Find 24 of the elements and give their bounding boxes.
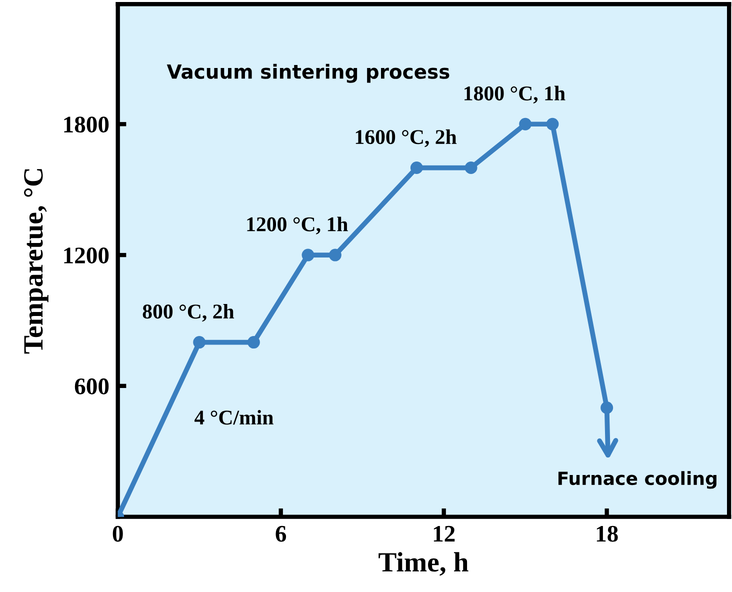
point: [193, 336, 206, 349]
text: Vacuum sintering process: [166, 64, 450, 83]
annotation: 4 °C/min: [194, 410, 274, 425]
point: [328, 248, 342, 262]
x-tick-label: 18: [596, 526, 618, 542]
x-tick-label: 6: [276, 526, 286, 542]
x-axis-title: Time, h: [378, 552, 468, 576]
x-tick-label: 0: [112, 526, 123, 542]
x-tick-label: 12: [434, 526, 455, 542]
point: [519, 118, 532, 130]
y-tick-label: 1200: [64, 248, 109, 264]
y-tick-label: 1800: [64, 116, 109, 133]
point: [247, 336, 260, 349]
point: [546, 118, 559, 130]
point: [464, 162, 478, 174]
point: [410, 162, 423, 174]
point: [302, 248, 314, 262]
y-tick-label: 600: [74, 378, 109, 394]
annotation: Furnace cooling: [558, 471, 716, 489]
y-axis-title: Temparetue, °C: [24, 169, 48, 354]
annotation: 1600 °C, 2h: [356, 129, 457, 148]
annotation: 1800 °C, 1h: [464, 86, 566, 104]
annotation: 1200 °C, 1h: [247, 216, 348, 234]
annotation: 800 °C, 2h: [142, 304, 234, 322]
